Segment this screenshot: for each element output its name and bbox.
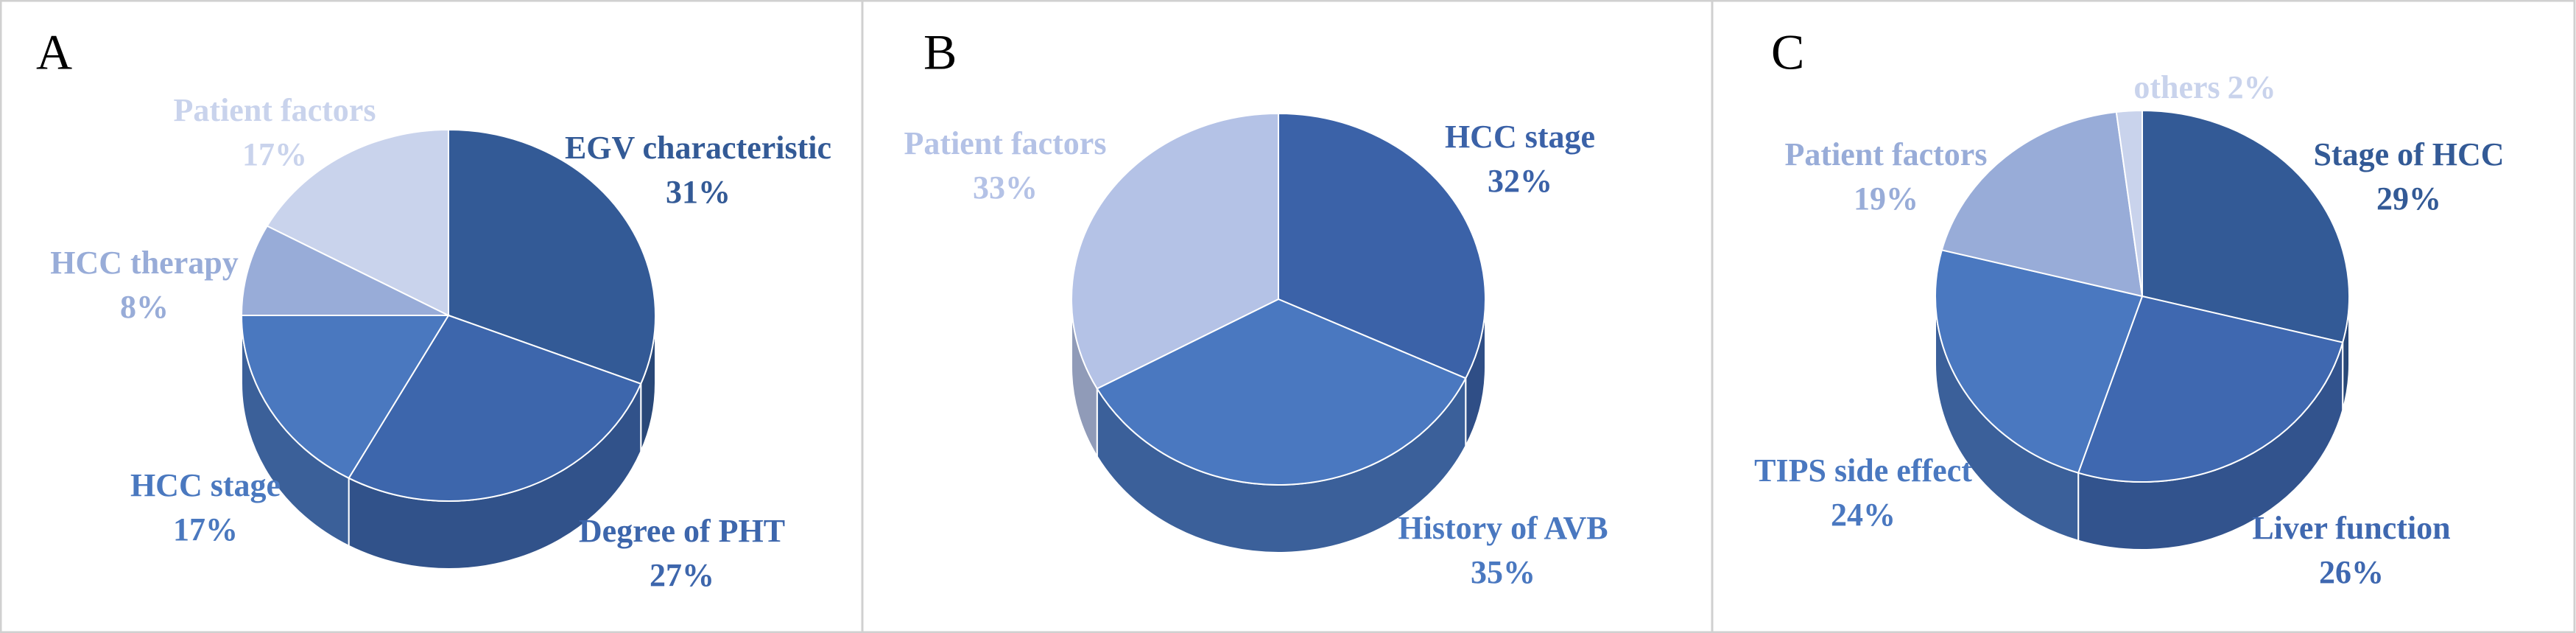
category-label: Stage of HCC xyxy=(2313,136,2504,172)
slice-label: others 2% xyxy=(2133,69,2276,105)
value-label: 17% xyxy=(242,136,307,172)
value-label: 2% xyxy=(2228,69,2276,105)
category-label: Patient factors xyxy=(904,125,1107,161)
category-label: Patient factors xyxy=(1785,136,1988,172)
value-label: 24% xyxy=(1831,497,1896,533)
value-label: 29% xyxy=(2376,181,2441,217)
value-label: 26% xyxy=(2319,554,2384,590)
panel-label: A xyxy=(36,24,72,80)
value-label: 31% xyxy=(666,174,731,210)
pie xyxy=(1935,109,2350,550)
pie-slice xyxy=(348,314,642,502)
category-label: HCC therapy xyxy=(50,245,238,281)
category-label: HCC stage xyxy=(130,467,281,503)
pie-slice xyxy=(2142,109,2350,343)
category-label: EGV characteristic xyxy=(565,130,831,166)
category-label: Liver function xyxy=(2252,510,2450,546)
pie xyxy=(240,128,656,570)
value-label: 19% xyxy=(1854,181,1918,217)
pie-slice xyxy=(2077,295,2344,483)
category-label: Patient factors xyxy=(174,92,376,128)
value-label: 17% xyxy=(173,511,238,548)
pie-slice xyxy=(1278,112,1487,380)
panel-label: C xyxy=(1771,24,1804,80)
pie xyxy=(1071,112,1487,553)
category-label: TIPS side effect xyxy=(1754,452,1972,489)
pie-slice xyxy=(1071,112,1279,390)
category-label: others xyxy=(2133,69,2220,105)
panel-label: B xyxy=(923,24,957,80)
value-label: 27% xyxy=(650,557,714,593)
value-label: 35% xyxy=(1471,554,1535,590)
pie-slice xyxy=(266,128,449,317)
pie-slice xyxy=(1935,249,2144,474)
pie-slice xyxy=(240,225,449,316)
pie-slice xyxy=(240,315,450,480)
value-label: 33% xyxy=(973,169,1038,206)
pie-slice xyxy=(448,128,656,385)
pie-slice xyxy=(1940,111,2144,298)
category-label: Degree of PHT xyxy=(579,513,785,549)
panel-border xyxy=(1711,0,2576,633)
value-label: 32% xyxy=(1488,163,1552,199)
pie-slice xyxy=(1096,298,1467,486)
category-label: HCC stage xyxy=(1445,119,1595,155)
pie-slice xyxy=(2115,109,2143,297)
category-label: History of AVB xyxy=(1398,510,1608,546)
value-label: 8% xyxy=(120,289,169,325)
